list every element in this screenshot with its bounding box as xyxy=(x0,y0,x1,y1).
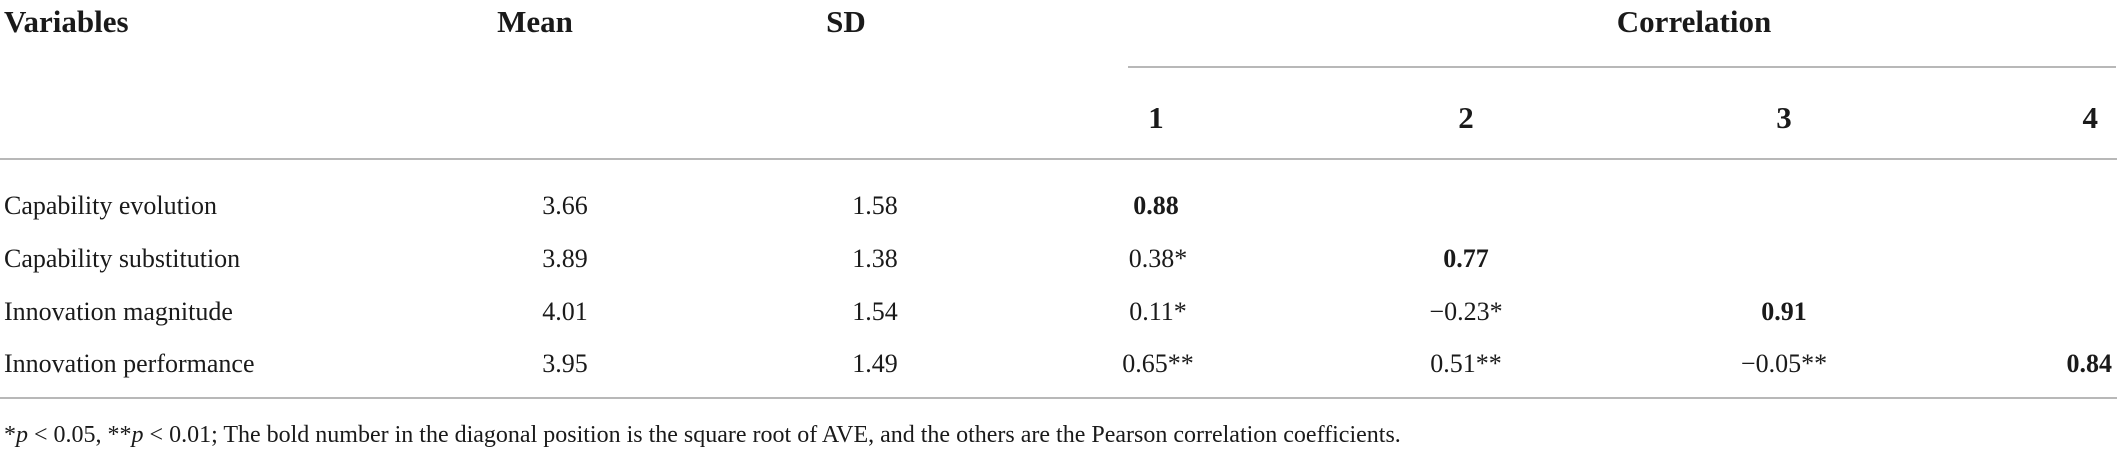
header-corr-2: 2 xyxy=(1458,100,1474,135)
row-2-corr-1: 0.38* xyxy=(1128,244,1188,273)
row-3-corr-2: −0.23* xyxy=(1429,297,1503,326)
row-2-corr-2: 0.77 xyxy=(1443,244,1489,273)
header-mean: Mean xyxy=(497,4,573,39)
header-correlation: Correlation xyxy=(1616,4,1772,39)
footnote-sig1-star: * xyxy=(4,422,16,448)
row-1-sd: 1.58 xyxy=(852,191,898,220)
correlation-group-rule xyxy=(1128,66,2116,68)
header-variables: Variables xyxy=(4,4,129,39)
row-4-corr-4: 0.84 xyxy=(2066,349,2113,378)
row-4-mean: 3.95 xyxy=(542,349,588,378)
row-3-sd: 1.54 xyxy=(852,297,898,326)
header-sd: SD xyxy=(826,4,866,39)
header-corr-4: 4 xyxy=(2082,100,2099,135)
row-4-corr-1: 0.65** xyxy=(1122,349,1194,378)
row-3-variable: Innovation magnitude xyxy=(4,297,233,326)
row-3-mean: 4.01 xyxy=(542,297,588,326)
footnote-sig1-rest: < 0.05, xyxy=(28,422,108,448)
row-3-corr-1: 0.11* xyxy=(1129,297,1187,326)
footnote-sig2-p: p xyxy=(131,422,144,448)
row-2-mean: 3.89 xyxy=(542,244,588,273)
row-1-mean: 3.66 xyxy=(542,191,588,220)
row-1-corr-1: 0.88 xyxy=(1133,191,1179,220)
footnote-sig2-rest: < 0.01; The bold number in the diagonal … xyxy=(143,422,1401,448)
row-4-corr-2: 0.51** xyxy=(1430,349,1502,378)
footnote-sig1-p: p xyxy=(16,422,28,448)
row-2-sd: 1.38 xyxy=(852,244,898,273)
row-1-variable: Capability evolution xyxy=(4,191,218,220)
header-corr-1: 1 xyxy=(1148,100,1164,135)
row-4-sd: 1.49 xyxy=(852,349,898,378)
table-footnote: *p < 0.05, **p < 0.01; The bold number i… xyxy=(4,423,1401,447)
row-3-corr-3: 0.91 xyxy=(1761,297,1807,326)
header-corr-3: 3 xyxy=(1776,100,1792,135)
footer-rule xyxy=(0,397,2117,399)
row-4-variable: Innovation performance xyxy=(4,349,255,378)
footnote-sig2-star: ** xyxy=(107,422,132,448)
row-4-corr-3: −0.05** xyxy=(1740,349,1828,378)
header-rule xyxy=(0,158,2117,160)
row-2-variable: Capability substitution xyxy=(4,244,241,273)
